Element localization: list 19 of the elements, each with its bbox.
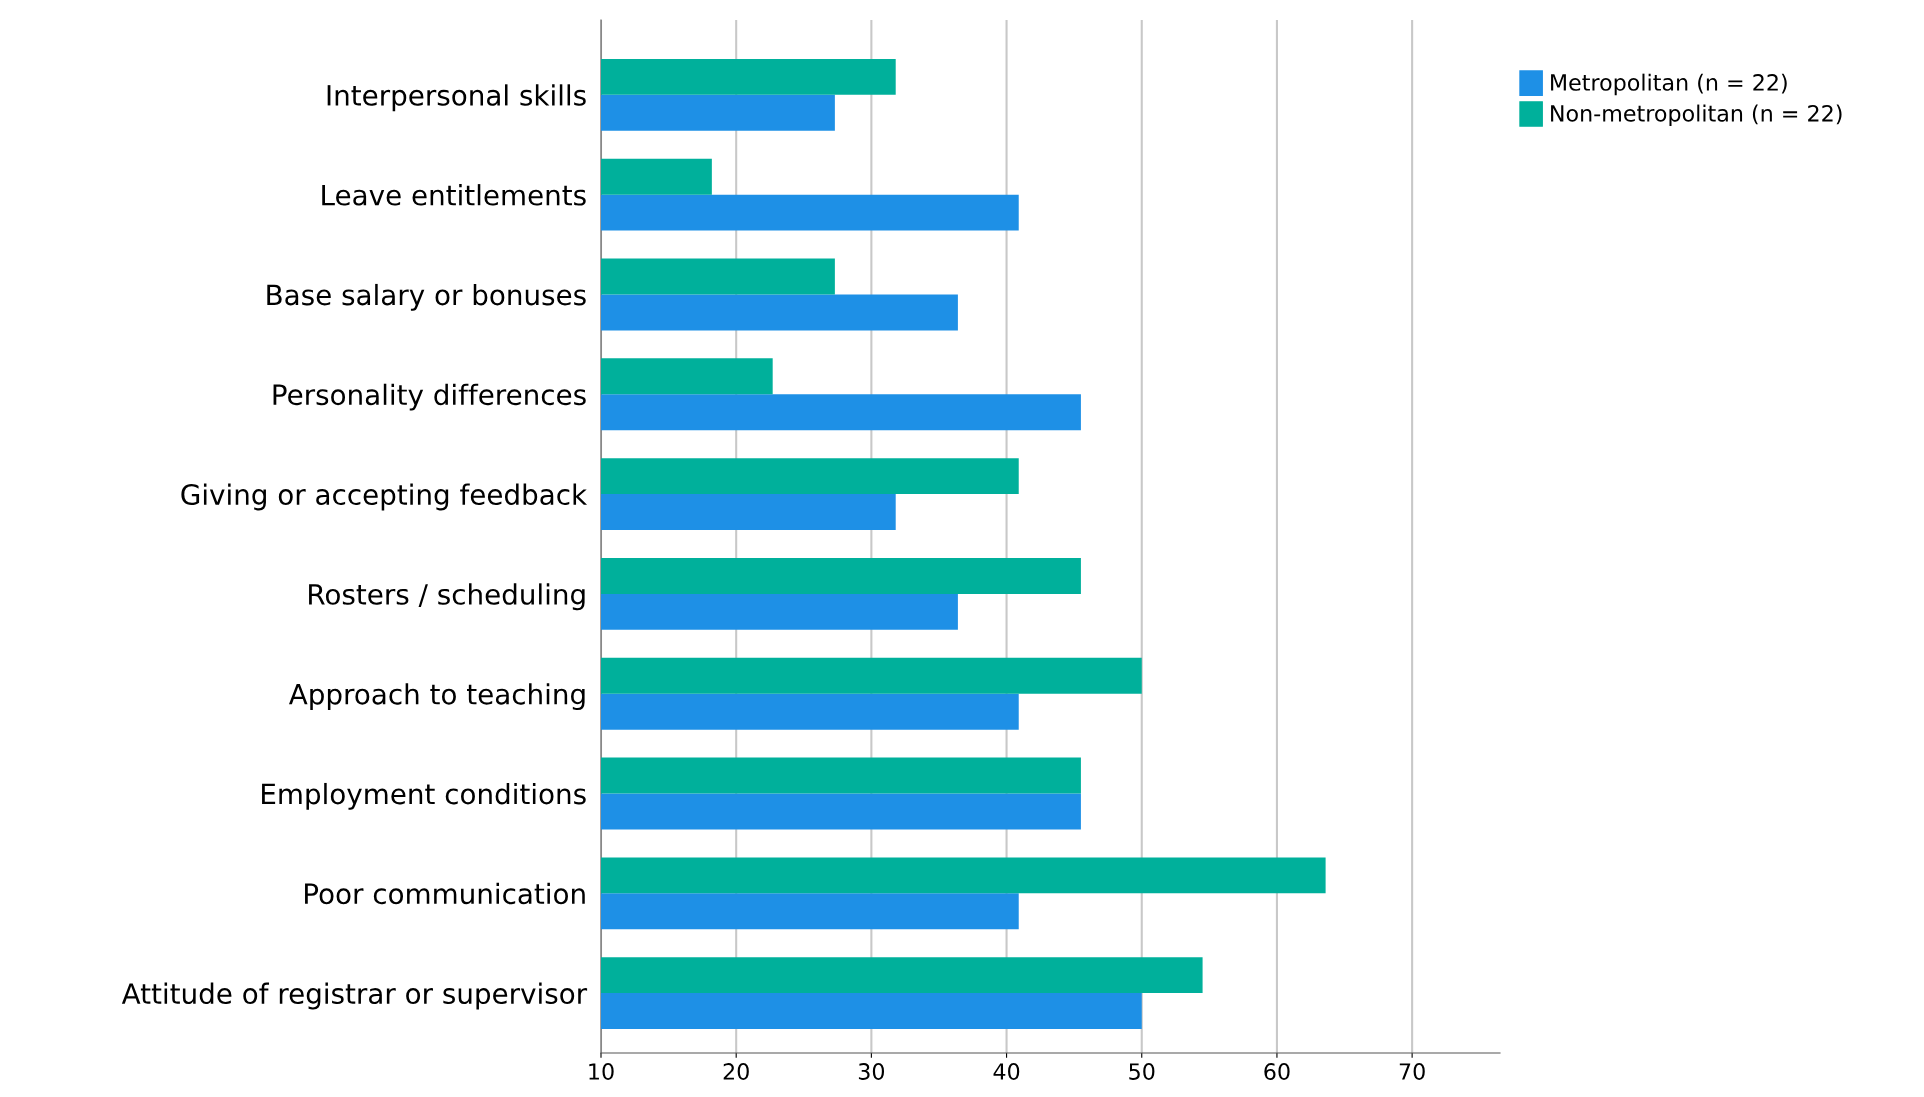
x-tick-label: 50 [1129,1063,1155,1080]
y-tick-label: Employment conditions [262,782,586,810]
y-tick-label: Approach to teaching [288,683,585,711]
x-tick-label: 70 [1399,1063,1425,1080]
legend-label: Non-metropolitan (n = 22) [1551,104,1842,127]
x-tick-label: 60 [1264,1063,1290,1080]
y-tick-label: Attitude of registrar or supervisor [121,982,588,1010]
y-tick-label: Personality differences [273,383,586,411]
x-tick-label: 40 [993,1063,1020,1080]
x-tick-label: 20 [723,1063,749,1080]
y-tick-label: Rosters / scheduling [309,583,585,611]
y-tick-label: Interpersonal skills [327,84,586,112]
y-tick-label: Giving or accepting feedback [181,483,588,511]
y-tick-label: Poor communication [305,882,585,905]
legend-label: Metropolitan (n = 22) [1551,73,1787,96]
y-tick-label: Base salary or bonuses [267,283,586,311]
x-tick-label: 30 [858,1063,885,1080]
x-tick-label: 10 [589,1063,614,1080]
y-tick-label: Leave entitlements [322,184,586,206]
